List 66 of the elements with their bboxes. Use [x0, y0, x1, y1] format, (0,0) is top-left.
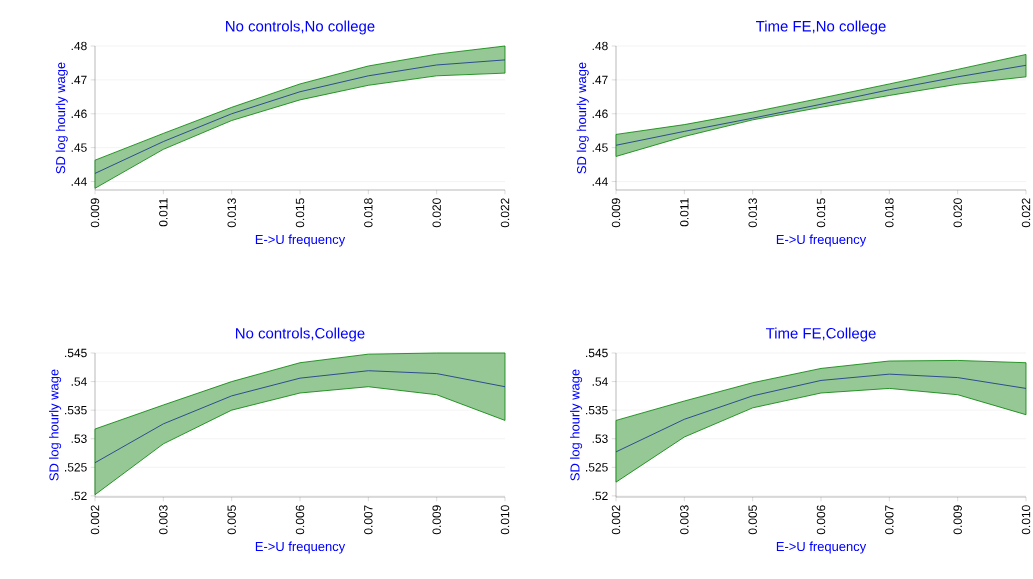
line-series [94, 370, 506, 464]
y-tick-label: .47 [592, 75, 608, 84]
y-axis-title: SD log hourly wage [55, 62, 68, 174]
x-tick-label: 0.009 [611, 198, 621, 228]
line-series [615, 64, 1027, 146]
chart-title: No controls,No college [226, 20, 375, 35]
x-tick-label: 0.009 [90, 198, 100, 228]
line-series [94, 59, 506, 174]
x-tick-label: 0.010 [500, 505, 510, 535]
x-tick-label: 0.003 [159, 505, 168, 535]
x-tick-label: 0.005 [748, 505, 757, 535]
y-tick-label: .46 [592, 109, 608, 118]
x-tick-label: 0.006 [816, 505, 826, 535]
x-tick-label: 0.020 [432, 198, 441, 228]
line-series [615, 373, 1027, 453]
x-tick-label: 0.013 [748, 198, 757, 228]
y-tick-label: .545 [586, 348, 608, 358]
y-axis-title: SD log hourly wage [570, 369, 583, 481]
y-tick-label: .52 [71, 491, 87, 501]
x-tick-label: 0.010 [1021, 505, 1031, 535]
x-tick-label: 0.007 [364, 505, 373, 535]
chart-title: Time FE,College [765, 327, 876, 342]
y-tick-label: .52 [592, 491, 608, 501]
y-tick-label: .53 [592, 434, 608, 443]
y-tick-label: .525 [65, 463, 87, 472]
chart-title: Time FE,No college [756, 20, 886, 35]
y-tick-label: .525 [586, 463, 608, 472]
x-tick-label: 0.002 [611, 505, 621, 535]
x-tick-label: 0.007 [885, 505, 894, 535]
y-tick-label: .48 [592, 41, 608, 51]
x-tick-label: 0.018 [885, 198, 894, 228]
y-tick-label: .45 [592, 143, 608, 152]
x-tick-label: 0.022 [500, 198, 510, 228]
x-tick-label: 0.020 [953, 198, 962, 228]
y-tick-label: .535 [586, 405, 608, 415]
y-tick-label: .46 [71, 109, 87, 118]
x-tick-label: 0.011 [159, 198, 168, 227]
y-tick-label: .53 [71, 434, 87, 443]
x-tick-label: 0.002 [90, 505, 100, 535]
x-axis-title: E->U frequency [255, 234, 346, 247]
x-tick-label: 0.015 [295, 198, 305, 228]
y-tick-label: .45 [71, 143, 87, 152]
y-tick-label: .44 [592, 177, 608, 186]
y-tick-label: .54 [71, 377, 87, 386]
x-tick-label: 0.005 [227, 505, 236, 535]
x-tick-label: 0.009 [953, 505, 962, 535]
y-tick-label: .545 [65, 348, 87, 358]
chart-title: No controls,College [236, 327, 365, 342]
x-tick-label: 0.006 [295, 505, 305, 535]
y-axis-title: SD log hourly wage [576, 62, 589, 174]
x-tick-label: 0.011 [680, 198, 689, 227]
x-tick-label: 0.022 [1021, 198, 1031, 228]
x-tick-label: 0.018 [364, 198, 373, 228]
y-axis-title: SD log hourly wage [49, 369, 62, 481]
y-tick-label: .48 [71, 41, 87, 51]
x-axis-title: E->U frequency [255, 541, 346, 554]
x-axis-title: E->U frequency [776, 234, 867, 247]
y-tick-label: .44 [71, 177, 87, 186]
x-tick-label: 0.003 [680, 505, 689, 535]
x-tick-label: 0.015 [816, 198, 826, 228]
x-tick-label: 0.013 [227, 198, 236, 228]
x-tick-label: 0.009 [432, 505, 441, 535]
y-tick-label: .54 [592, 377, 608, 386]
y-tick-label: .47 [71, 75, 87, 84]
y-tick-label: .535 [65, 405, 87, 415]
x-axis-title: E->U frequency [776, 541, 867, 554]
